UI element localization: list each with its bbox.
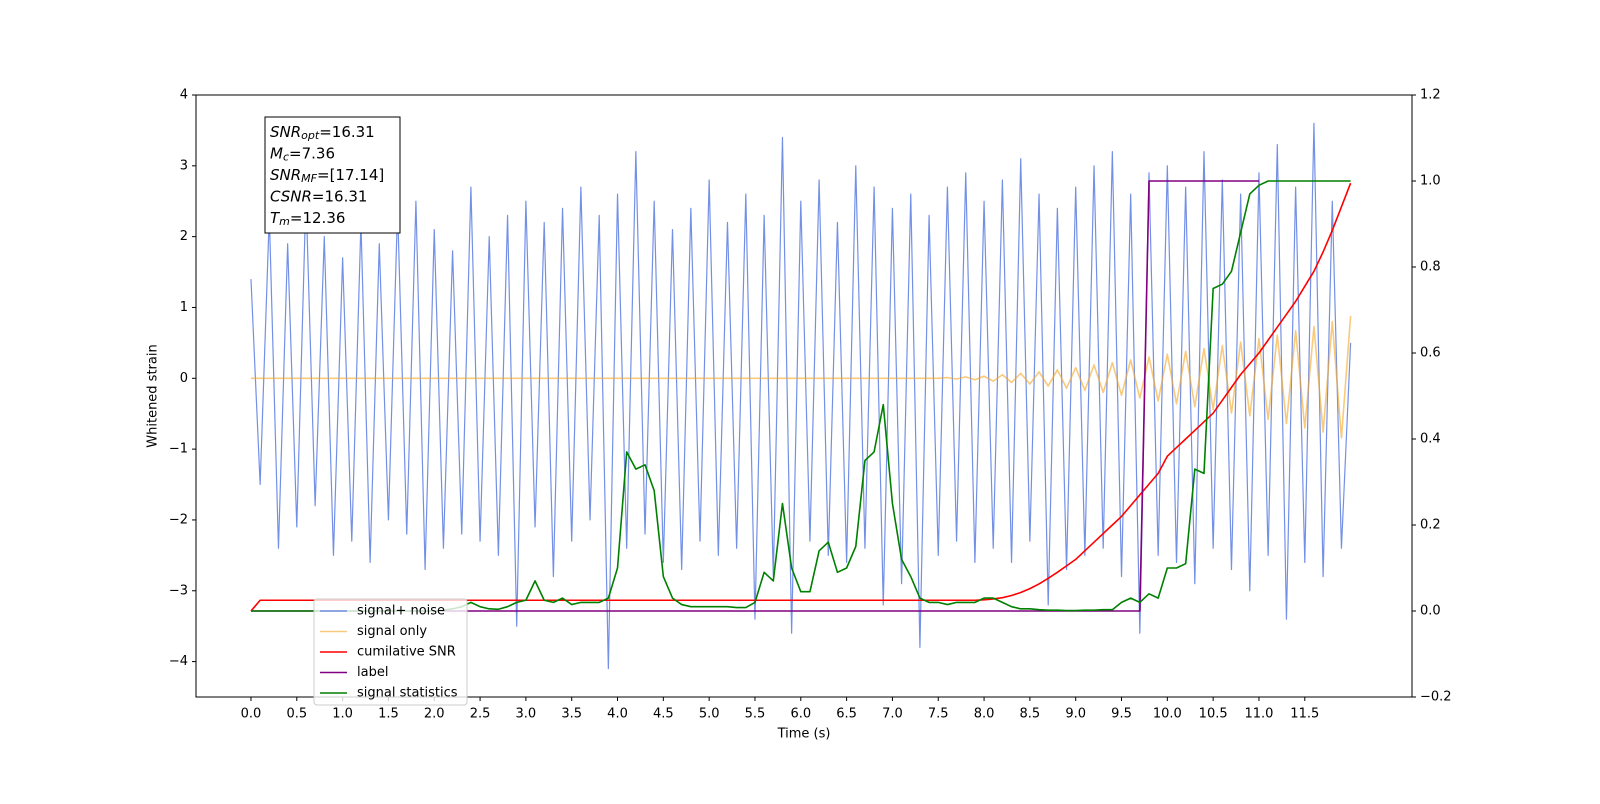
y-tick-label: −1 <box>169 442 188 457</box>
legend: signal+ noise signal only cumilative SNR la… <box>313 598 468 706</box>
series-line <box>250 315 1352 439</box>
x-tick-label: 5.5 <box>745 707 766 722</box>
series-line <box>250 182 1352 612</box>
annotation-box: SNRopt=16.31Mc=7.36SNRMF=[17.14]CSNR=16.… <box>264 116 401 234</box>
y2-tick-label: 1.0 <box>1420 174 1441 189</box>
y-tick-label: −3 <box>169 583 188 598</box>
legend-label: signal+ noise <box>357 604 445 619</box>
annotation-line: SNRMF=[17.14] <box>270 166 384 186</box>
x-tick-label: 0.0 <box>241 707 262 722</box>
annotation-symbol: CSNR <box>270 187 312 205</box>
y2-tick-label: 1.2 <box>1420 88 1441 103</box>
annotation-subscript: opt <box>301 129 320 142</box>
x-tick-label: 6.0 <box>790 707 811 722</box>
x-tick-label: 11.0 <box>1244 707 1273 722</box>
y2-tick-label: 0.0 <box>1420 604 1441 619</box>
legend-frame <box>313 598 468 706</box>
x-tick-label: 7.0 <box>882 707 903 722</box>
x-tick-label: 8.0 <box>974 707 995 722</box>
x-tick-label: 3.0 <box>516 707 537 722</box>
y-tick-label: 4 <box>180 88 188 103</box>
y2-tick-label: −0.2 <box>1420 690 1452 705</box>
legend-label: cumilative SNR <box>357 645 456 660</box>
y2-tick-label: 0.6 <box>1420 346 1441 361</box>
series-line <box>250 180 1259 612</box>
y-tick-label: 2 <box>180 229 188 244</box>
series-line <box>250 180 1351 612</box>
annotation-value: =16.31 <box>319 123 375 141</box>
y-tick-label: 3 <box>180 158 188 173</box>
annotation-line: CSNR=16.31 <box>270 187 367 205</box>
x-tick-label: 1.0 <box>332 707 353 722</box>
x-tick-label: 10.5 <box>1199 707 1228 722</box>
x-tick-label: 0.5 <box>286 707 307 722</box>
legend-label: label <box>357 665 388 680</box>
y2-tick-label: 0.4 <box>1420 432 1441 447</box>
x-tick-label: 9.0 <box>1065 707 1086 722</box>
legend-label: signal statistics <box>357 686 458 701</box>
annotation-value: =7.36 <box>289 144 335 162</box>
annotation-symbol: SNR <box>270 166 301 184</box>
x-tick-label: 6.5 <box>836 707 857 722</box>
y-tick-label: −4 <box>169 654 188 669</box>
x-tick-label: 8.5 <box>1020 707 1041 722</box>
y-tick-label: −2 <box>169 512 188 527</box>
x-tick-label: 1.5 <box>378 707 399 722</box>
y-axis-label: Whitened strain <box>146 344 161 447</box>
x-tick-label: 9.5 <box>1111 707 1132 722</box>
annotation-value: =16.31 <box>312 187 368 205</box>
annotation-line: Mc=7.36 <box>270 144 335 164</box>
y-tick-label: 1 <box>180 300 188 315</box>
annotation-symbol: SNR <box>270 123 301 141</box>
x-axis-label: Time (s) <box>777 727 831 742</box>
annotation-subscript: c <box>283 151 289 164</box>
annotation-subscript: m <box>279 215 290 228</box>
legend-label: signal only <box>357 624 427 639</box>
y-tick-label: 0 <box>180 371 188 386</box>
annotation-symbol: M <box>270 144 283 162</box>
y2-tick-label: 0.8 <box>1420 260 1441 275</box>
x-tick-label: 10.0 <box>1153 707 1182 722</box>
annotation-line: Tm=12.36 <box>270 209 345 229</box>
series-line <box>250 122 1352 670</box>
x-tick-label: 4.0 <box>607 707 628 722</box>
x-tick-label: 2.5 <box>470 707 491 722</box>
annotation-symbol: T <box>270 209 281 227</box>
annotation-subscript: MF <box>301 172 317 185</box>
x-tick-label: 7.5 <box>928 707 949 722</box>
y2-tick-label: 0.2 <box>1420 518 1441 533</box>
annotation-value: =[17.14] <box>317 166 384 184</box>
x-tick-label: 3.5 <box>561 707 582 722</box>
annotation-value: =12.36 <box>290 209 346 227</box>
annotation-frame <box>264 116 401 234</box>
x-tick-label: 4.5 <box>653 707 674 722</box>
x-tick-label: 5.0 <box>699 707 720 722</box>
plot-frame <box>195 94 1413 698</box>
x-tick-label: 11.5 <box>1290 707 1319 722</box>
x-tick-label: 2.0 <box>424 707 445 722</box>
annotation-line: SNRopt=16.31 <box>270 123 375 143</box>
